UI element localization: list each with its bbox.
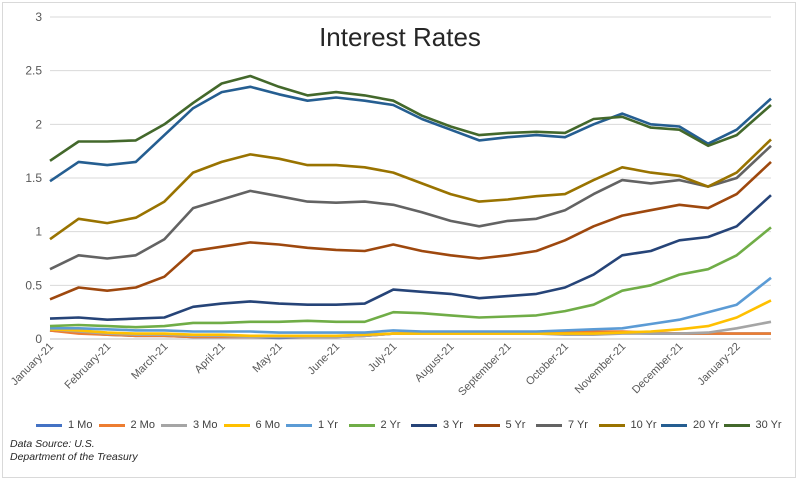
x-tick-label: January-22 [695, 341, 742, 388]
x-tick-label: November-21 [573, 341, 629, 397]
legend-item: 1 Mo [36, 417, 92, 433]
legend-swatch [473, 423, 500, 427]
x-tick-label: August-21 [413, 341, 457, 385]
legend-item: 30 Yr [723, 417, 782, 433]
legend-label: 2 Yr [380, 419, 401, 431]
legend-label: 3 Yr [443, 419, 463, 431]
series-line-1-yr [50, 276, 772, 334]
y-tick-label: 1.5 [25, 171, 42, 185]
series-line-2-yr [49, 226, 772, 329]
legend-swatch [98, 423, 125, 427]
legend-swatch [348, 423, 375, 427]
legend-item: 5 Yr [473, 417, 526, 433]
legend-swatch [161, 423, 187, 427]
series-line-30-yr [49, 74, 772, 162]
legend-item: 1 Yr [286, 417, 338, 433]
legend-item: 6 Mo [223, 417, 280, 433]
source-line-2: Department of the Treasury [10, 451, 138, 463]
legend-item: 2 Yr [348, 417, 401, 433]
legend-label: 1 Yr [318, 419, 338, 431]
x-tick-label: April-21 [192, 341, 227, 376]
series-line-10-yr [49, 138, 772, 241]
legend-swatch [223, 423, 250, 427]
series-line-7-yr [49, 144, 772, 271]
x-tick-label: June-21 [306, 341, 343, 378]
x-tick-label: October-21 [524, 341, 571, 388]
y-tick-label: 2.5 [25, 64, 42, 78]
legend-label: 10 Yr [630, 419, 657, 431]
legend-item: 20 Yr [661, 417, 719, 433]
legend-item: 3 Yr [411, 417, 463, 433]
x-tick-label: May-21 [251, 341, 285, 375]
data-source-note: Data Source: U.S. Department of the Trea… [10, 438, 138, 464]
chart-title: Interest Rates [319, 22, 481, 52]
legend-swatch [661, 423, 687, 427]
x-tick-label: February-21 [62, 341, 113, 392]
legend-swatch [36, 423, 62, 427]
series-line-5-yr [49, 160, 772, 301]
x-tick-label: January-21 [9, 341, 56, 388]
legend-label: 2 Mo [130, 419, 155, 431]
legend-item: 3 Mo [161, 417, 217, 433]
chart-legend: 1 Mo 2 Mo 3 Mo 6 Mo 1 Yr 2 Yr 3 Yr 5 Yr 7 Yr 10 Y… [36, 417, 796, 433]
legend-swatch [411, 423, 437, 427]
y-tick-label: 1 [35, 225, 42, 239]
x-tick-label: March-21 [129, 341, 170, 382]
y-tick-label: 0 [35, 332, 42, 346]
source-line-1: Data Source: U.S. [10, 438, 95, 450]
legend-label: 6 Mo [255, 419, 280, 431]
y-tick-label: 0.5 [25, 278, 42, 292]
x-tick-label: July-21 [366, 341, 400, 375]
legend-label: 3 Mo [193, 419, 218, 431]
legend-label: 1 Mo [68, 419, 93, 431]
legend-swatch [598, 423, 625, 427]
legend-swatch [723, 423, 750, 427]
series-line-20-yr [49, 85, 772, 183]
legend-label: 7 Yr [568, 419, 588, 431]
legend-label: 30 Yr [755, 419, 782, 431]
y-tick-label: 3 [35, 10, 42, 24]
legend-item: 2 Mo [98, 417, 155, 433]
y-tick-label: 2 [35, 117, 42, 131]
x-tick-label: December-21 [630, 341, 686, 397]
legend-label: 20 Yr [693, 419, 720, 431]
x-tick-label: September-21 [456, 341, 514, 399]
legend-label: 5 Yr [505, 419, 526, 431]
legend-item: 10 Yr [598, 417, 657, 433]
series-line-6-mo [49, 299, 772, 338]
series-line-3-yr [49, 194, 772, 322]
legend-item: 7 Yr [536, 417, 588, 433]
legend-swatch [286, 423, 312, 427]
legend-swatch [536, 423, 562, 427]
